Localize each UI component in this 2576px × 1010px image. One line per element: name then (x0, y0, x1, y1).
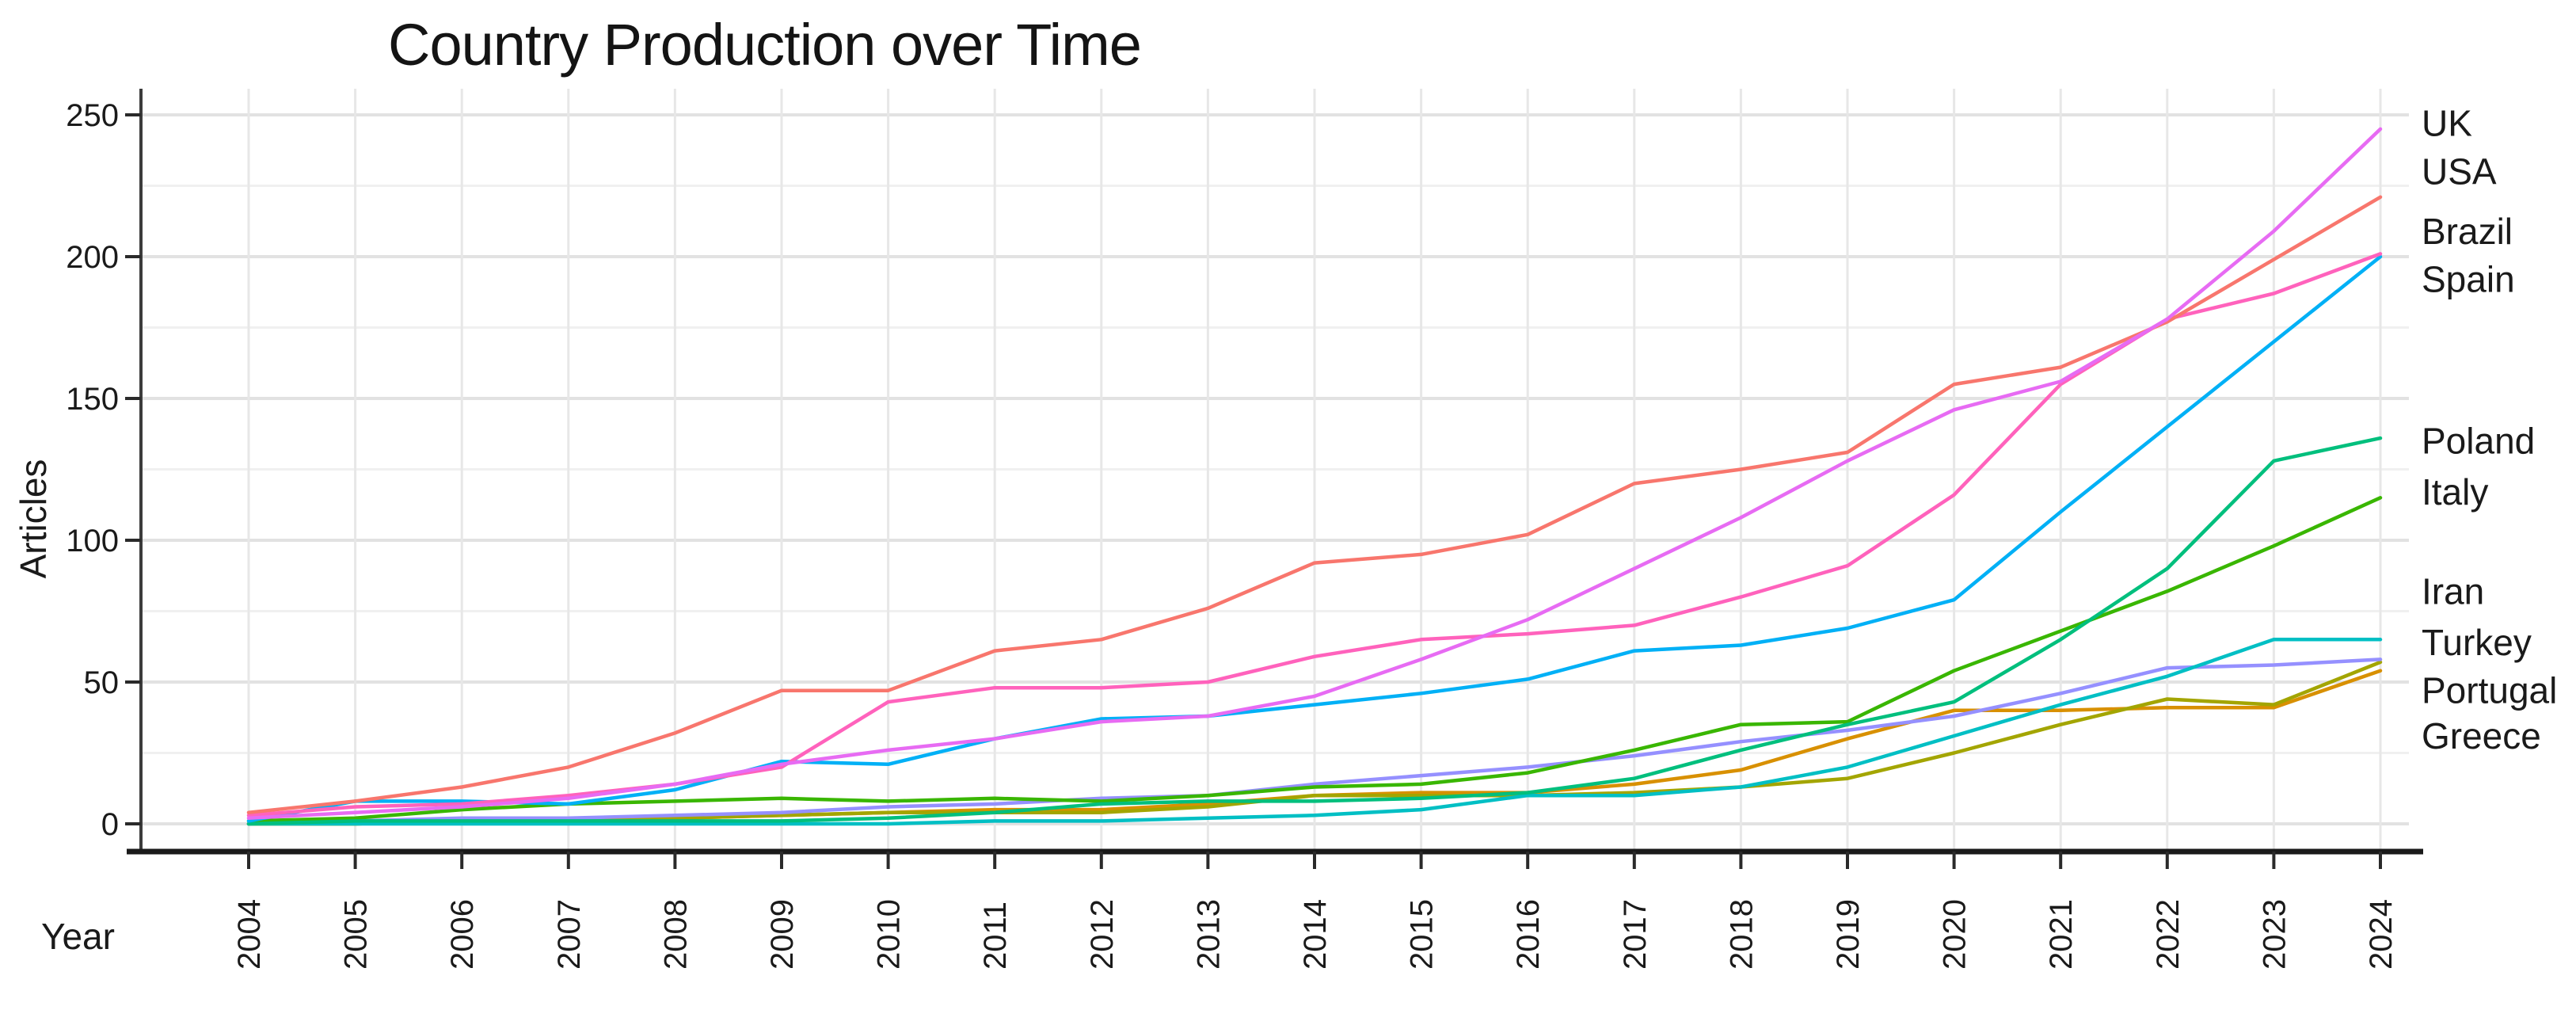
x-tick-label: 2004 (232, 899, 267, 970)
series-line-usa (246, 195, 2383, 814)
series-label-spain: Spain (2422, 259, 2515, 300)
x-tick-label: 2007 (552, 899, 587, 970)
x-tick-label: 2020 (1938, 899, 1973, 970)
y-tick-label: 50 (84, 665, 120, 700)
series-line-italy (246, 496, 2383, 823)
series-label-iran: Iran (2422, 570, 2484, 612)
x-tick-label: 2018 (1724, 899, 1759, 970)
y-tick-label: 100 (66, 524, 119, 558)
chart-title: Country Production over Time (388, 12, 1142, 78)
x-axis-title: Year (41, 916, 115, 957)
y-tick-label: 150 (66, 382, 119, 417)
x-tick-label: 2015 (1405, 899, 1440, 970)
y-tick-label: 250 (66, 98, 119, 133)
series-label-greece: Greece (2422, 715, 2541, 757)
series-line-turkey (246, 657, 2383, 826)
x-tick-label: 2024 (2364, 899, 2399, 970)
series-line-uk (246, 127, 2383, 821)
series-label-usa: USA (2422, 151, 2497, 192)
x-tick-label: 2021 (2044, 899, 2079, 970)
series-line-brazil (246, 252, 2383, 818)
series-line-spain (246, 254, 2383, 823)
x-tick-label: 2005 (339, 899, 374, 970)
x-tick-label: 2016 (1511, 899, 1546, 970)
y-tick-label: 200 (66, 240, 119, 275)
x-tick-label: 2010 (872, 899, 907, 970)
x-tick-label: 2019 (1831, 899, 1866, 970)
x-tick-label: 2014 (1298, 899, 1333, 970)
x-tick-label: 2022 (2151, 899, 2186, 970)
series-line-iran (246, 638, 2383, 826)
y-axis-title: Articles (13, 459, 54, 579)
x-tick-label: 2009 (765, 899, 800, 970)
x-tick-label: 2012 (1085, 899, 1120, 970)
x-tick-label: 2013 (1191, 899, 1226, 970)
series-label-brazil: Brazil (2422, 211, 2513, 252)
y-tick-label: 0 (101, 807, 119, 842)
series-label-portugal: Portugal (2422, 670, 2557, 711)
series-label-italy: Italy (2422, 471, 2488, 513)
x-tick-label: 2023 (2257, 899, 2292, 970)
x-tick-label: 2006 (445, 899, 480, 970)
series-label-uk: UK (2422, 103, 2472, 144)
x-tick-label: 2008 (658, 899, 693, 970)
x-tick-label: 2011 (978, 901, 1013, 970)
series-label-turkey: Turkey (2422, 622, 2532, 663)
series-line-poland (246, 436, 2383, 826)
x-tick-label: 2017 (1618, 899, 1653, 970)
series-label-poland: Poland (2422, 421, 2535, 462)
